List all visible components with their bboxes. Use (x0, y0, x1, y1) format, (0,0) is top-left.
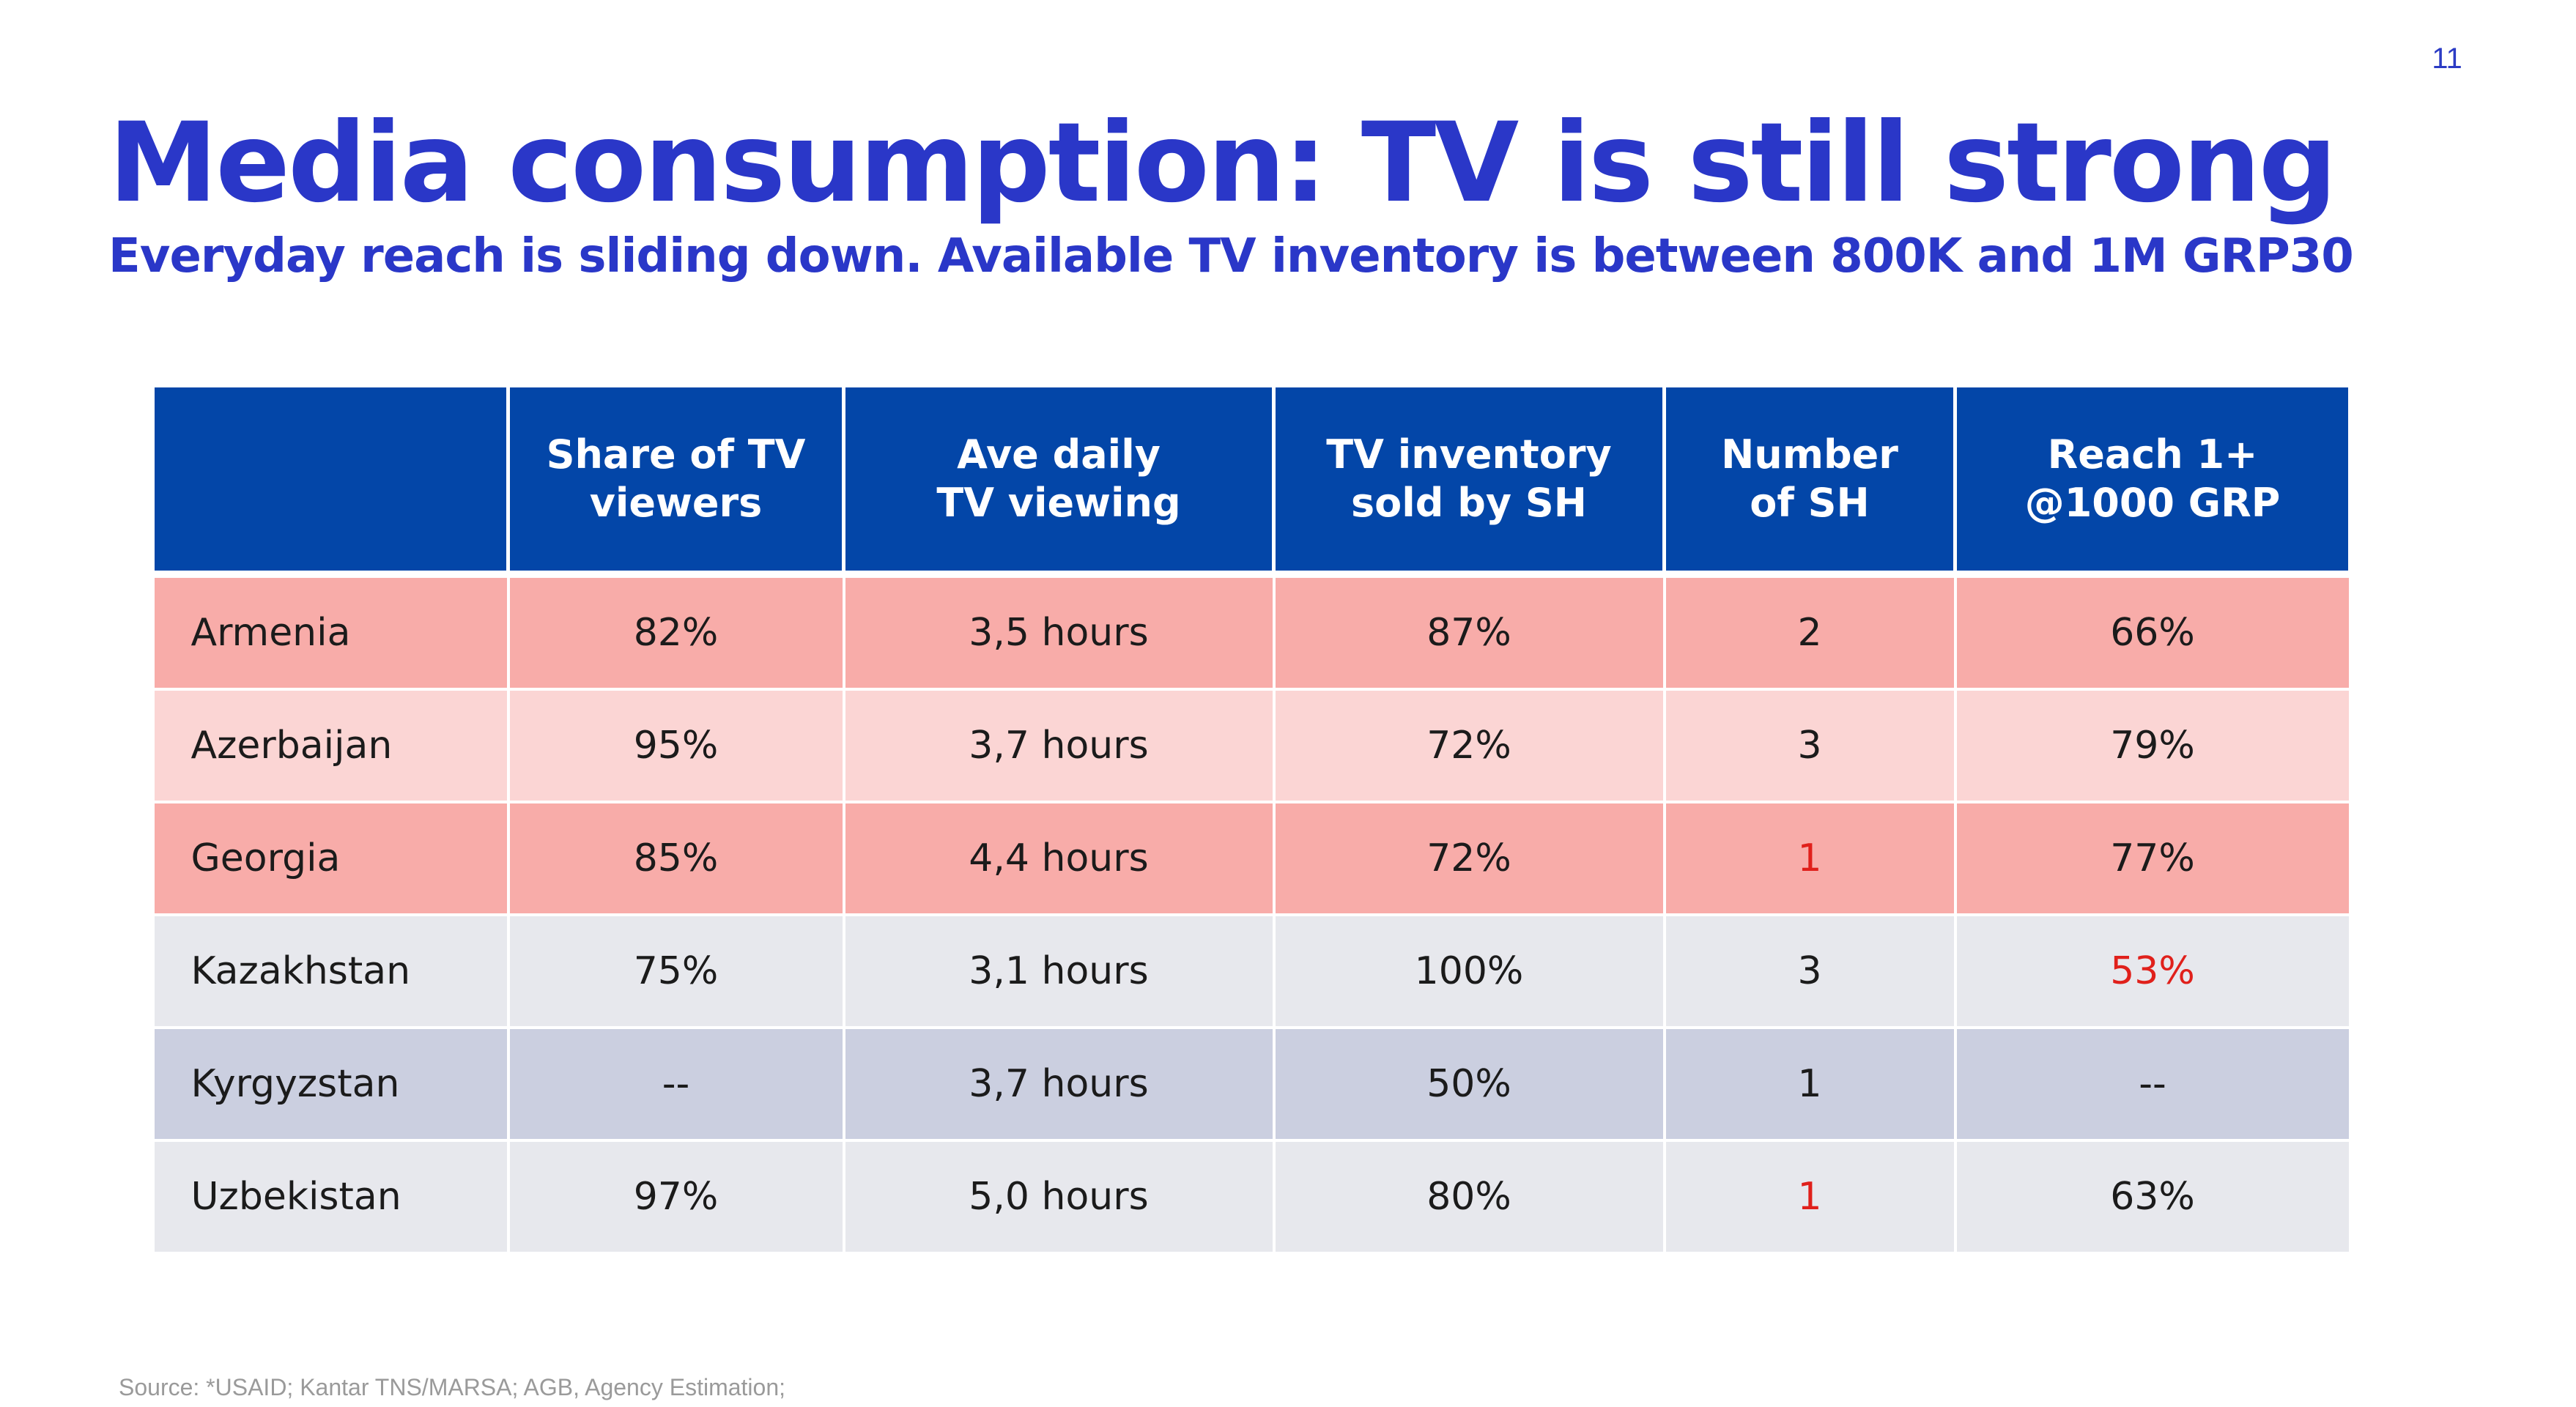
table-row: Armenia 82% 3,5 hours 87% 2 66% (151, 571, 2352, 691)
cell-inventory: 72% (1272, 801, 1666, 916)
cell-number-sh: 3 (1662, 688, 1957, 803)
cell-inventory: 100% (1272, 913, 1666, 1029)
header-ave-daily-tv-viewing: Ave daily TV viewing (842, 384, 1276, 576)
cell-reach: -- (1953, 1026, 2352, 1142)
cell-share: 85% (506, 801, 845, 916)
cell-reach: 79% (1953, 688, 2352, 803)
table-row: Uzbekistan 97% 5,0 hours 80% 1 63% (151, 1139, 2352, 1255)
cell-country: Uzbekistan (151, 1139, 510, 1255)
table-row: Kyrgyzstan -- 3,7 hours 50% 1 -- (151, 1026, 2352, 1142)
table-row: Georgia 85% 4,4 hours 72% 1 77% (151, 801, 2352, 916)
table-row: Azerbaijan 95% 3,7 hours 72% 3 79% (151, 688, 2352, 803)
source-note: Source: *USAID; Kantar TNS/MARSA; AGB, A… (119, 1374, 785, 1400)
cell-country: Armenia (151, 571, 510, 691)
cell-viewing: 3,7 hours (842, 1026, 1276, 1142)
cell-inventory: 87% (1272, 571, 1666, 691)
cell-viewing: 3,1 hours (842, 913, 1276, 1029)
header-tv-inventory-sold: TV inventory sold by SH (1272, 384, 1666, 576)
cell-country: Kyrgyzstan (151, 1026, 510, 1142)
cell-number-sh: 1 (1662, 801, 1957, 916)
cell-inventory: 80% (1272, 1139, 1666, 1255)
page-title: Media consumption: TV is still strong (108, 100, 2337, 227)
table-row: Kazakhstan 75% 3,1 hours 100% 3 53% (151, 913, 2352, 1029)
header-country (151, 384, 510, 576)
header-number-of-sh: Number of SH (1662, 384, 1957, 576)
cell-country: Azerbaijan (151, 688, 510, 803)
cell-viewing: 4,4 hours (842, 801, 1276, 916)
cell-number-sh: 1 (1662, 1139, 1957, 1255)
cell-number-sh: 3 (1662, 913, 1957, 1029)
media-consumption-table: Share of TV viewers Ave daily TV viewing… (151, 384, 2352, 1255)
header-reach: Reach 1+ @1000 GRP (1953, 384, 2352, 576)
cell-reach: 53% (1953, 913, 2352, 1029)
cell-share: 82% (506, 571, 845, 691)
cell-viewing: 5,0 hours (842, 1139, 1276, 1255)
cell-viewing: 3,5 hours (842, 571, 1276, 691)
cell-share: 75% (506, 913, 845, 1029)
cell-country: Kazakhstan (151, 913, 510, 1029)
header-share-of-tv-viewers: Share of TV viewers (506, 384, 845, 576)
cell-reach: 66% (1953, 571, 2352, 691)
cell-viewing: 3,7 hours (842, 688, 1276, 803)
page-subtitle: Everyday reach is sliding down. Availabl… (108, 229, 2354, 283)
cell-share: -- (506, 1026, 845, 1142)
cell-number-sh: 2 (1662, 571, 1957, 691)
cell-number-sh: 1 (1662, 1026, 1957, 1142)
cell-share: 95% (506, 688, 845, 803)
cell-reach: 77% (1953, 801, 2352, 916)
cell-share: 97% (506, 1139, 845, 1255)
cell-inventory: 72% (1272, 688, 1666, 803)
cell-inventory: 50% (1272, 1026, 1666, 1142)
cell-country: Georgia (151, 801, 510, 916)
cell-reach: 63% (1953, 1139, 2352, 1255)
page-number: 11 (2432, 42, 2462, 75)
table-header-row: Share of TV viewers Ave daily TV viewing… (151, 384, 2352, 576)
